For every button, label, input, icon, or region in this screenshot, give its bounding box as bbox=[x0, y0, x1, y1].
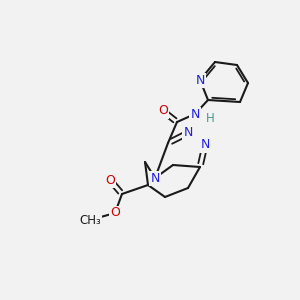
Text: H: H bbox=[206, 112, 214, 124]
Text: N: N bbox=[190, 107, 200, 121]
Text: N: N bbox=[195, 74, 205, 86]
Text: N: N bbox=[200, 139, 210, 152]
Text: O: O bbox=[110, 206, 120, 220]
Text: O: O bbox=[158, 104, 168, 118]
Text: O: O bbox=[105, 173, 115, 187]
Text: N: N bbox=[183, 127, 193, 140]
Text: CH₃: CH₃ bbox=[79, 214, 101, 226]
Text: N: N bbox=[150, 172, 160, 184]
